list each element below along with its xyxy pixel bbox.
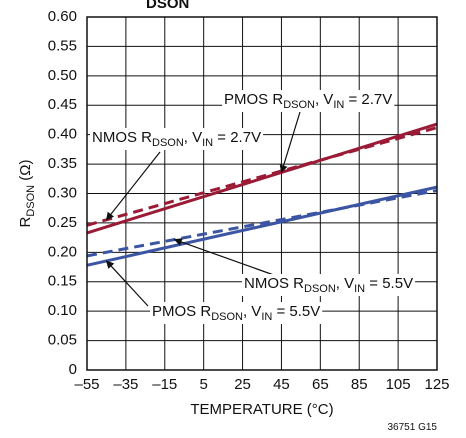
annotation-2: NMOS RDSON, VIN = 2.7V <box>90 128 264 221</box>
annotation-3: NMOS RDSON, VIN = 5.5V <box>173 238 416 296</box>
series-lines <box>87 122 437 267</box>
header-title-fragment: DSON <box>146 0 189 12</box>
y-tick-label: 0.05 <box>48 332 77 349</box>
x-tick-label: 5 <box>199 376 207 393</box>
annotation-label: PMOS RDSON, VIN = 5.5V <box>152 303 320 323</box>
annotation-background <box>90 128 264 150</box>
y-axis-tick-labels: 0 0.05 0.10 0.15 0.20 0.25 0.30 0.35 0.40 0.45 0.5… <box>48 8 77 378</box>
y-tick-label: 0.45 <box>48 96 77 113</box>
y-tick-label: 0.40 <box>48 126 77 143</box>
annotation-label: PMOS RDSON, VIN = 2.7V <box>224 91 392 111</box>
x-axis-title: TEMPERATURE (°C) <box>190 401 333 418</box>
x-axis-tick-labels: –55 –35 –15 5 25 45 65 85 105 125 <box>74 376 449 393</box>
y-tick-label: 0.30 <box>48 184 77 201</box>
x-tick-label: 25 <box>234 376 251 393</box>
annotation-arrow <box>105 151 161 221</box>
y-axis-title: RDSON (Ω) <box>17 159 37 227</box>
x-tick-label: 45 <box>273 376 290 393</box>
y-tick-label: 0.25 <box>48 214 77 231</box>
y-tick-label: 0.20 <box>48 243 77 260</box>
annotation-background <box>242 274 416 296</box>
annotation-arrow <box>173 238 286 280</box>
y-tick-label: 0.10 <box>48 302 77 319</box>
figure-id: 36751 G15 <box>388 422 438 433</box>
x-tick-label: –55 <box>74 376 99 393</box>
series-line-4 <box>87 185 437 267</box>
annotation-arrow <box>105 260 149 307</box>
y-tick-label: 0.50 <box>48 67 77 84</box>
series-line-1 <box>87 122 437 235</box>
x-tick-label: 65 <box>312 376 329 393</box>
annotation-label: NMOS RDSON, VIN = 2.7V <box>92 129 261 149</box>
x-tick-label: –15 <box>152 376 177 393</box>
x-tick-label: 85 <box>351 376 368 393</box>
annotation-arrow <box>279 111 301 174</box>
annotation-label: NMOS RDSON, VIN = 5.5V <box>244 275 413 295</box>
x-tick-label: –35 <box>113 376 138 393</box>
x-tick-label: 105 <box>386 376 411 393</box>
annotation-1: PMOS RDSON, VIN = 2.7V <box>222 90 395 174</box>
series-annotations: PMOS RDSON, VIN = 2.7V NMOS RDSON, VIN = … <box>90 90 416 324</box>
annotation-background <box>222 90 395 112</box>
x-tick-label: 125 <box>424 376 449 393</box>
y-tick-label: 0.35 <box>48 155 77 172</box>
y-tick-label: 0.60 <box>48 8 77 25</box>
y-tick-label: 0.55 <box>48 37 77 54</box>
annotation-4: PMOS RDSON, VIN = 5.5V <box>105 260 323 324</box>
series-line-2 <box>87 126 437 227</box>
annotation-background <box>150 302 323 324</box>
y-tick-label: 0.15 <box>48 273 77 290</box>
plot-frame <box>86 16 438 371</box>
y-tick-label: 0 <box>69 361 77 378</box>
